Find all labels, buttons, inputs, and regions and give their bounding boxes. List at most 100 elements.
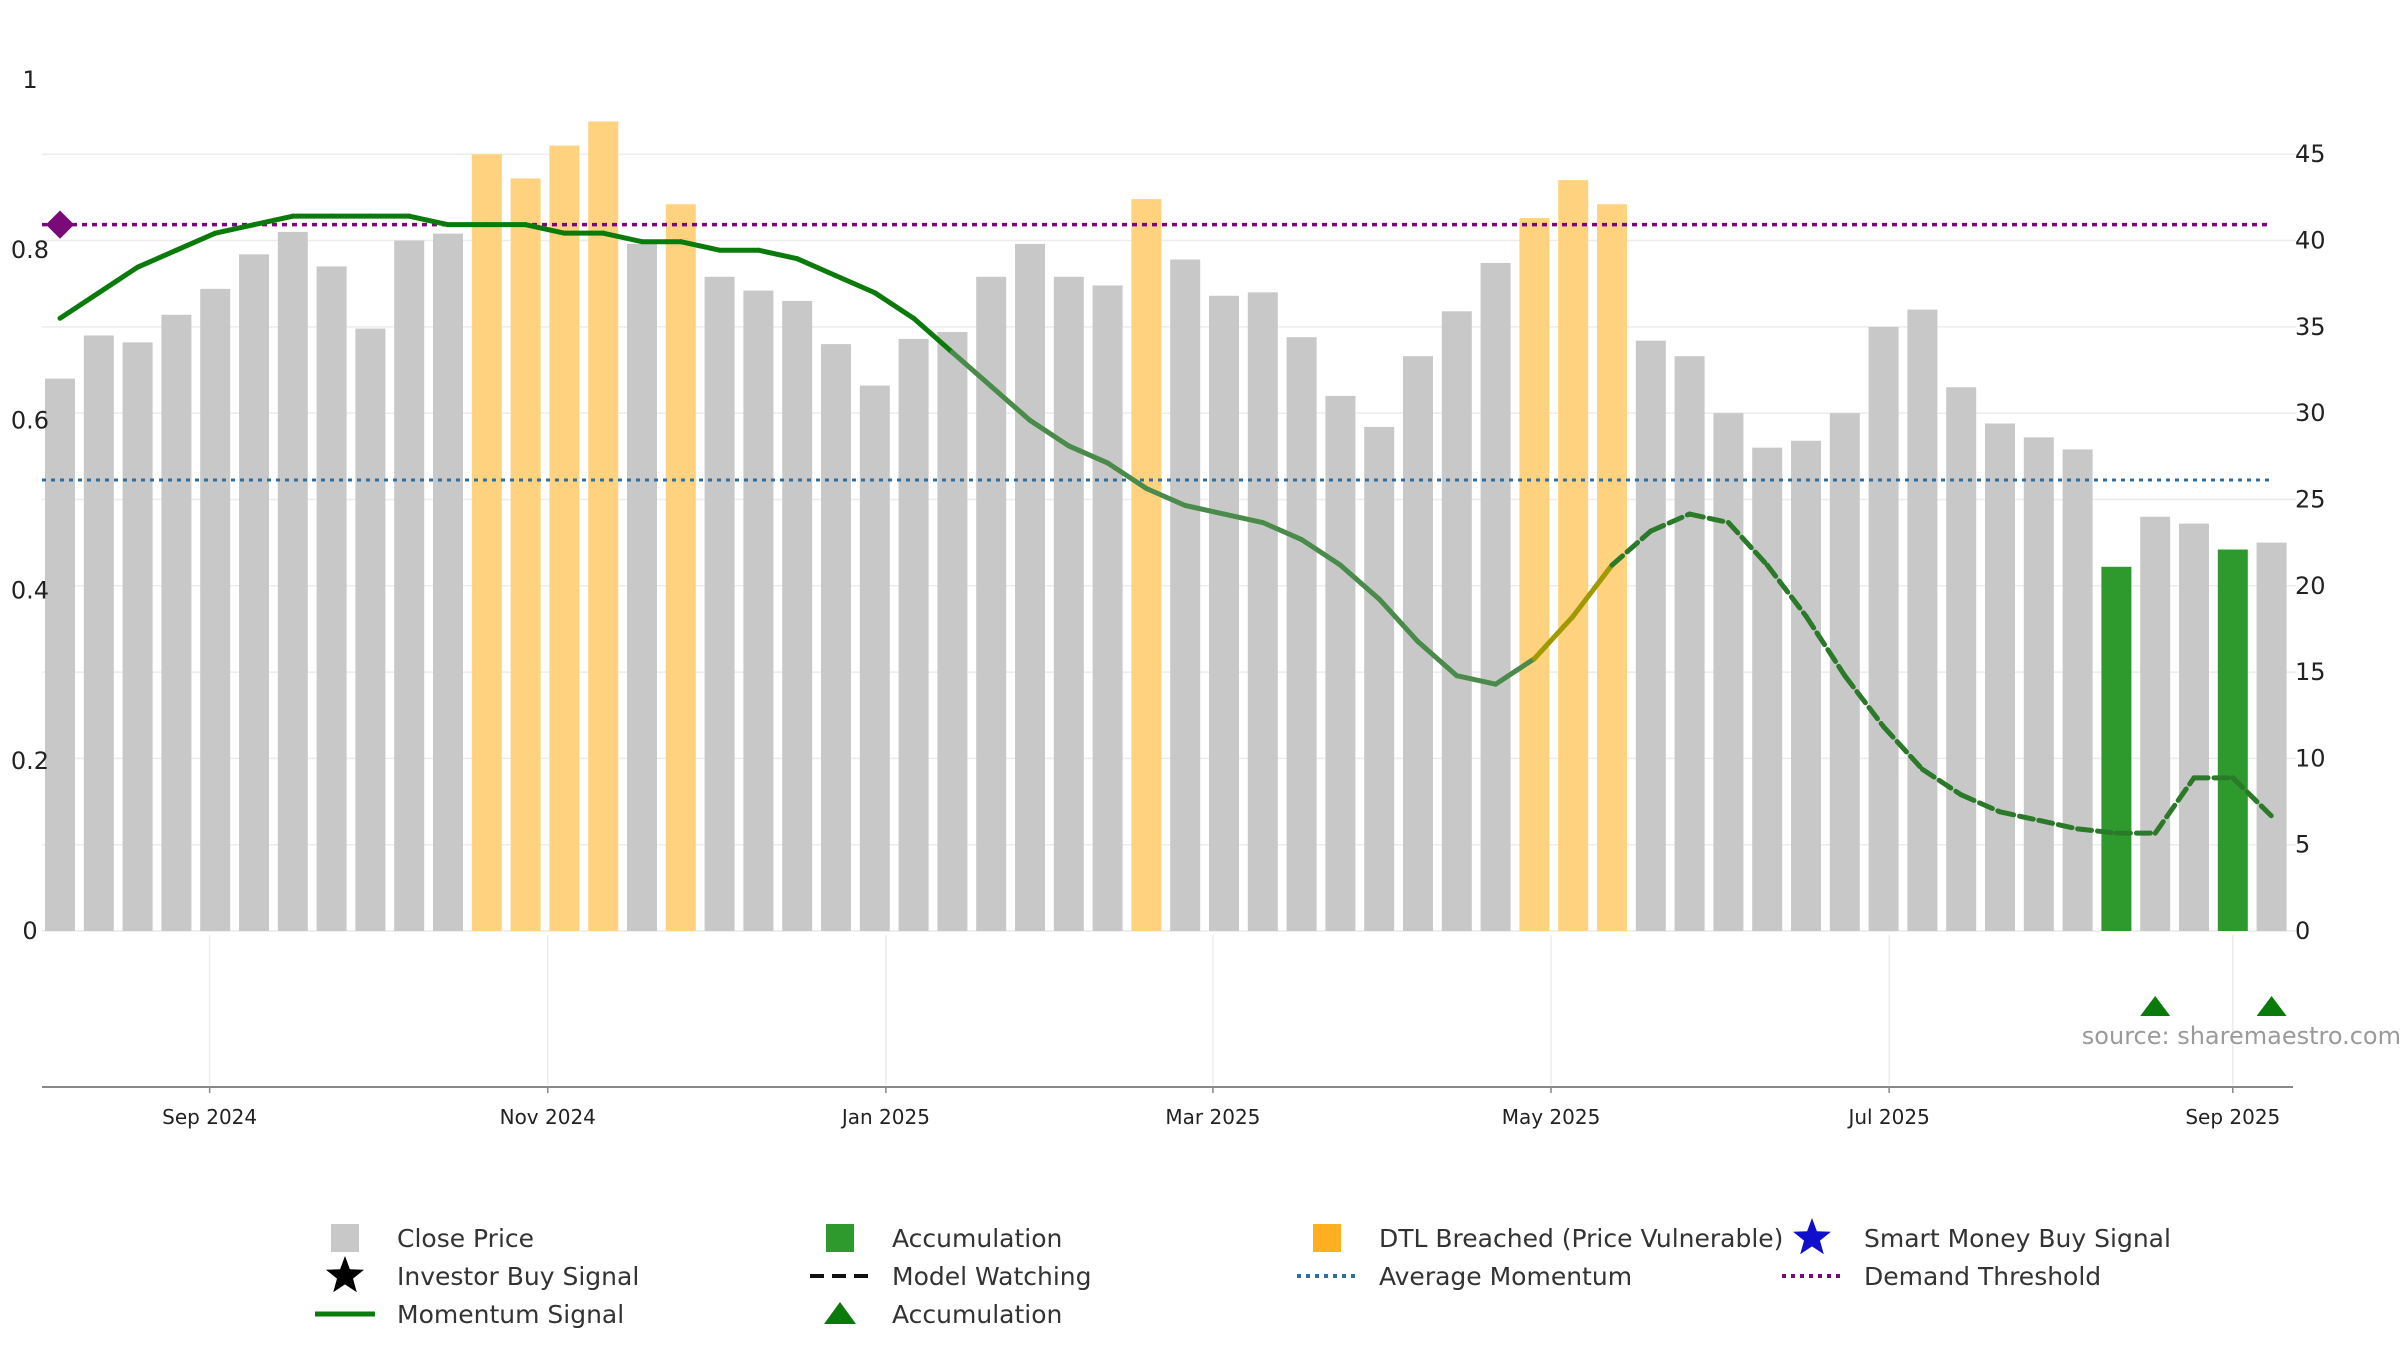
momentum-signal-segment xyxy=(1221,511,1266,526)
momentum-signal-segment xyxy=(1958,792,2003,815)
legend-item: Smart Money Buy Signal xyxy=(1793,1218,2171,1255)
momentum-signal-segment xyxy=(1066,443,1111,466)
momentum-signal-segment xyxy=(2036,817,2081,832)
legend-item: Accumulation xyxy=(824,1300,1062,1329)
close-price-bar xyxy=(821,344,851,931)
dtl-breached-bar xyxy=(588,121,619,932)
momentum-signal-segment xyxy=(1299,537,1343,568)
green-square-icon xyxy=(826,1224,854,1252)
legend-label: DTL Breached (Price Vulnerable) xyxy=(1379,1224,1783,1253)
momentum-signal-segment xyxy=(57,290,102,321)
close-price-bar xyxy=(277,231,308,931)
momentum-signal-segment xyxy=(1415,639,1460,679)
close-price-bar xyxy=(1247,292,1278,931)
accumulation-triangle-icon xyxy=(2256,996,2287,1016)
orange-square-icon xyxy=(1313,1224,1341,1252)
momentum-signal-segment xyxy=(949,349,994,389)
close-price-bar xyxy=(2256,542,2287,931)
close-price-bar xyxy=(937,332,968,932)
dtl-breached-bar xyxy=(549,145,580,932)
close-price-bar xyxy=(1480,262,1511,931)
momentum-signal-segment xyxy=(523,222,567,236)
close-price-bar xyxy=(1441,311,1472,931)
accumulation-bar xyxy=(2101,566,2132,931)
momentum-signal-segment xyxy=(1260,520,1305,543)
y-left-tick-label: 0 xyxy=(22,917,37,945)
dtl-breached-bar xyxy=(1558,180,1589,931)
momentum-signal-segment xyxy=(1105,460,1149,491)
y-left-tick-label: 0.4 xyxy=(11,577,49,605)
momentum-signal-segment xyxy=(833,273,878,296)
y-right-tick-label: 5 xyxy=(2295,831,2310,859)
legend-label: Smart Money Buy Signal xyxy=(1864,1224,2171,1253)
black-star-icon xyxy=(326,1256,364,1293)
legend-item: DTL Breached (Price Vulnerable) xyxy=(1313,1224,1783,1253)
legend-label: Demand Threshold xyxy=(1864,1262,2101,1291)
legend-label: Accumulation xyxy=(892,1224,1062,1253)
momentum-signal-segment xyxy=(678,239,723,253)
momentum-signal-segment xyxy=(173,230,218,253)
close-price-bar xyxy=(316,266,347,931)
momentum-signal-segment xyxy=(1842,673,1887,730)
x-tick-label: Nov 2024 xyxy=(500,1105,596,1129)
dtl-breached-bar xyxy=(510,178,541,931)
momentum-signal-segment xyxy=(600,230,645,245)
y-right-tick-label: 30 xyxy=(2295,399,2326,427)
x-tick-label: Sep 2025 xyxy=(2185,1105,2280,1129)
y-right-tick-label: 10 xyxy=(2295,744,2326,772)
close-price-bar xyxy=(122,342,153,931)
close-price-bar xyxy=(161,314,192,931)
legend-label: Investor Buy Signal xyxy=(397,1262,639,1291)
close-price-bar xyxy=(355,328,386,931)
momentum-signal-segment xyxy=(1027,417,1072,449)
close-price-bar xyxy=(1364,426,1395,931)
y-right-tick-label: 20 xyxy=(2295,572,2326,600)
source-label: source: sharemaestro.com xyxy=(2082,1022,2400,1050)
legend-label: Close Price xyxy=(397,1224,534,1253)
close-price-bar xyxy=(1752,447,1783,931)
close-price-bar xyxy=(1325,395,1356,931)
momentum-signal-segment xyxy=(1919,766,1964,798)
legend-label: Average Momentum xyxy=(1379,1262,1632,1291)
axes-layer: Sep 2024 Nov 2024 Jan 2025 Mar 2025 May 2025… xyxy=(11,66,2326,1129)
y-left-tick-label: 0.8 xyxy=(11,236,49,264)
x-tick-label: Jan 2025 xyxy=(840,1105,930,1129)
momentum-signal-segment xyxy=(1687,511,1731,526)
y-left-tick-label: 0.6 xyxy=(11,406,49,434)
close-price-bar xyxy=(2062,449,2093,931)
green-triangle-icon xyxy=(824,1302,856,1324)
close-price-bar xyxy=(1209,295,1239,932)
y-left-tick-label: 1 xyxy=(22,66,37,94)
legend-item: Accumulation xyxy=(826,1224,1062,1253)
momentum-signal-segment xyxy=(1454,673,1499,687)
momentum-signal-segment xyxy=(2230,775,2275,819)
momentum-signal-segment xyxy=(988,383,1033,423)
close-price-bar xyxy=(1946,387,1977,932)
close-price-bar xyxy=(859,385,890,931)
close-price-bar xyxy=(1092,285,1123,931)
momentum-signal-segment xyxy=(911,315,955,355)
close-price-bar xyxy=(627,243,657,932)
close-price-bar xyxy=(1868,326,1899,931)
momentum-signal-segment xyxy=(1376,596,1421,645)
x-tick-label: Mar 2025 xyxy=(1165,1105,1260,1129)
close-price-bar xyxy=(1713,413,1744,931)
legend-item: Close Price xyxy=(331,1224,534,1253)
momentum-signal-segment xyxy=(794,256,839,279)
momentum-signal-segment xyxy=(135,247,179,270)
accumulation-triangle-icon xyxy=(2140,996,2171,1016)
signal-lines xyxy=(42,213,2275,836)
legend-label: Momentum Signal xyxy=(397,1300,624,1329)
momentum-signal-segment xyxy=(1182,503,1227,517)
close-price-bar xyxy=(2179,523,2209,931)
gray-square-icon xyxy=(331,1224,359,1252)
accumulation-bar xyxy=(2217,549,2248,931)
momentum-signal-segment xyxy=(96,264,141,296)
close-price-bar xyxy=(1674,356,1705,931)
legend-item: Model Watching xyxy=(810,1262,1092,1291)
momentum-signal-segment xyxy=(1531,613,1576,662)
close-price-bar xyxy=(1015,243,1045,932)
dtl-breached-bar xyxy=(665,204,696,931)
momentum-signal-segment xyxy=(251,213,296,228)
momentum-signal-segment xyxy=(2075,826,2119,836)
